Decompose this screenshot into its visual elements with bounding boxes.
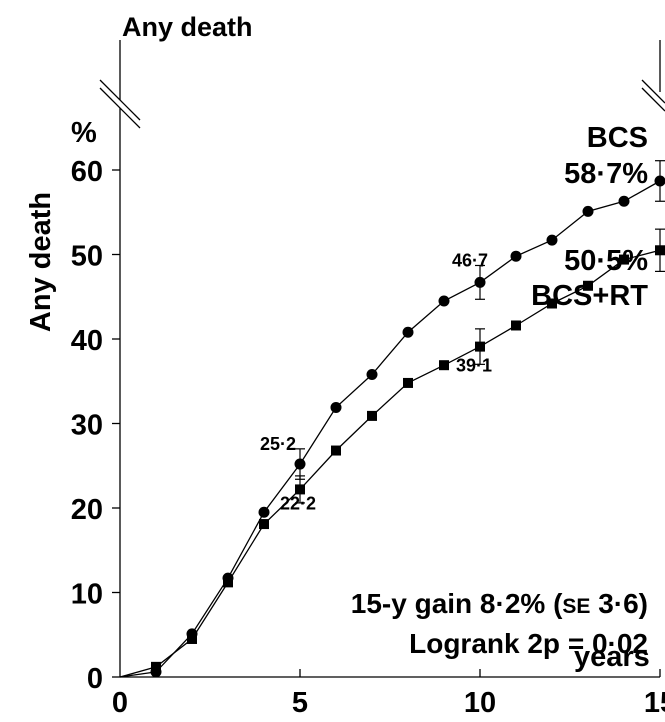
right-axis-break <box>641 79 665 112</box>
data-point-bcs-rt <box>403 377 413 388</box>
x-tick-label: 5 <box>292 687 308 719</box>
y-ticks: 0 10 20 30 40 50 60 <box>71 156 120 695</box>
y-axis-label: Any death <box>25 192 57 332</box>
series-line-bcs <box>119 180 661 678</box>
point-label: 22·2 <box>280 493 316 513</box>
data-point-bcs <box>330 401 342 413</box>
gain-suffix: 3·6) <box>590 588 648 619</box>
data-point-bcs-rt <box>439 360 449 371</box>
data-point-bcs <box>402 326 414 338</box>
gain-annotation: 15-y gain 8·2% (SE 3·6) <box>351 588 648 619</box>
x-tick-label: 0 <box>112 687 128 719</box>
data-point-bcs <box>258 506 270 518</box>
logrank-annotation: Logrank 2p = 0·02 <box>409 628 648 659</box>
final-value-bcs-rt: 50·5% <box>564 245 648 277</box>
data-point-bcs <box>546 234 558 246</box>
x-tick-label: 15 <box>644 687 665 719</box>
data-point-bcs-rt <box>259 519 269 530</box>
y-tick-label: 20 <box>71 494 103 526</box>
x-unit-label: years <box>574 641 650 673</box>
data-point-bcs-rt <box>547 298 557 309</box>
y-unit-label: % <box>71 117 97 149</box>
data-point-bcs <box>366 368 378 380</box>
final-value-bcs: 58·7% <box>564 158 648 190</box>
data-point-bcs-rt <box>223 577 233 588</box>
data-point-bcs-rt <box>367 410 377 421</box>
data-point-bcs <box>582 205 594 217</box>
series-line-bcs-rt <box>119 249 661 678</box>
series-bcs-rt <box>119 228 665 678</box>
point-label: 39·1 <box>456 356 492 376</box>
y-tick-label: 60 <box>71 156 103 188</box>
data-point-bcs-rt <box>655 245 665 256</box>
data-point-bcs-rt <box>583 280 593 291</box>
data-point-bcs-rt <box>511 320 521 331</box>
point-label: 25·2 <box>260 434 296 454</box>
data-point-bcs <box>474 276 486 288</box>
chart-title: Any death <box>122 12 253 42</box>
series-name-bcs: BCS <box>587 122 648 154</box>
data-point-bcs-rt <box>475 341 485 352</box>
gain-prefix: 15-y gain 8·2% ( <box>351 588 563 619</box>
x-tick-label: 10 <box>464 687 496 719</box>
series-bcs <box>119 160 665 678</box>
series-layer: 25·2 22·2 46·7 39·1 <box>119 160 665 678</box>
y-tick-label: 30 <box>71 410 103 442</box>
data-point-bcs-rt <box>295 484 305 495</box>
data-point-bcs <box>654 175 665 187</box>
y-tick-label: 10 <box>71 579 103 611</box>
data-point-bcs-rt <box>187 633 197 644</box>
data-point-bcs <box>438 295 450 307</box>
series-name-bcs-rt: BCS+RT <box>531 280 648 312</box>
data-point-bcs-rt <box>151 661 161 672</box>
data-point-bcs-rt <box>331 445 341 456</box>
y-tick-label: 0 <box>87 663 103 695</box>
data-point-bcs <box>618 195 630 207</box>
point-label: 46·7 <box>452 250 488 270</box>
y-tick-label: 50 <box>71 241 103 273</box>
data-point-bcs-rt <box>619 254 629 265</box>
gain-se: SE <box>562 595 590 618</box>
data-point-bcs <box>510 250 522 262</box>
data-point-bcs <box>294 458 306 470</box>
x-ticks: 0 5 10 15 <box>112 669 665 719</box>
y-tick-label: 40 <box>71 325 103 357</box>
